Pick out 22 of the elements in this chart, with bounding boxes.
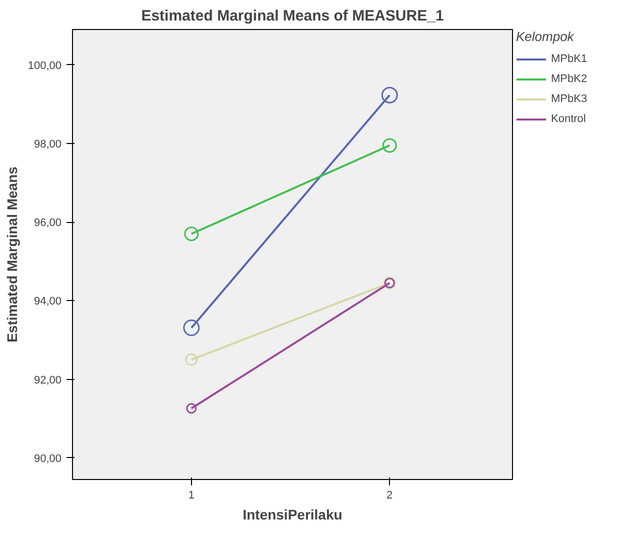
point (381, 86, 398, 104)
point (185, 353, 198, 366)
legend-label: MPbK1 (551, 53, 588, 65)
x-tick-label: 2 (386, 490, 393, 502)
y-tick-label: 92,00 (34, 374, 62, 386)
y-tick-label: 100,00 (28, 60, 62, 72)
point (382, 138, 397, 153)
point (186, 403, 197, 414)
legend-label: Kontrol (551, 113, 586, 125)
y-tick-label: 98,00 (34, 138, 62, 150)
x-axis-title: IntensiPerilaku (242, 506, 342, 522)
legend-label: MPbK3 (551, 93, 588, 105)
legend-label: MPbK2 (551, 73, 588, 85)
x-tick-label: 1 (188, 490, 194, 502)
y-tick-label: 94,00 (34, 296, 62, 308)
point (183, 320, 200, 336)
legend-title: Kelompok (516, 29, 575, 44)
point (184, 226, 199, 242)
y-tick-label: 96,00 (34, 217, 62, 230)
y-axis-title: Estimated Marginal Means (4, 166, 20, 342)
chart-title: Estimated Marginal Means of MEASURE_1 (141, 8, 444, 24)
y-tick-label: 90,00 (34, 452, 62, 465)
